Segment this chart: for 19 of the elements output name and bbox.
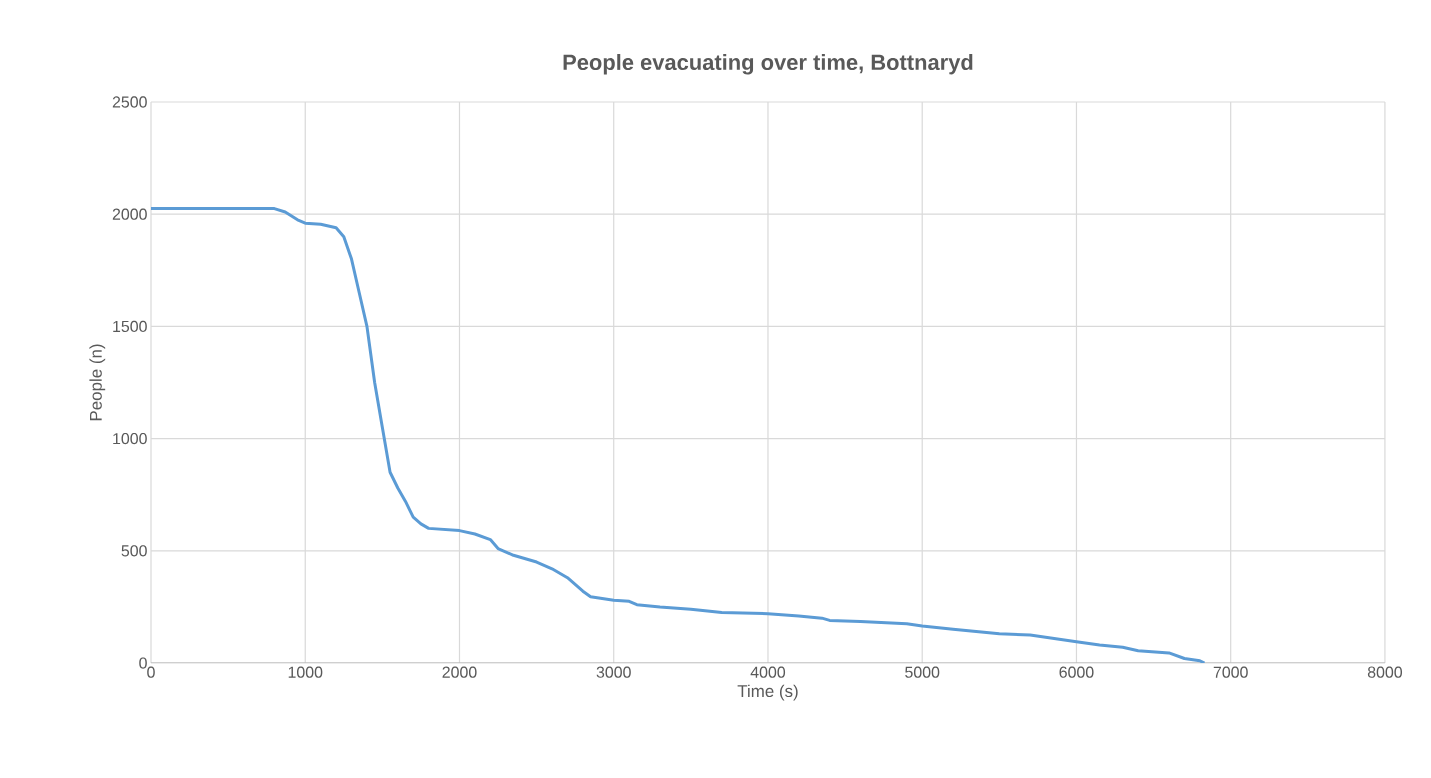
x-tick-label: 1000 <box>288 666 323 678</box>
y-tick-label: 2000 <box>112 208 147 220</box>
y-axis-title: People (n) <box>89 344 106 421</box>
x-tick-label: 6000 <box>1059 666 1094 678</box>
line-series <box>151 207 1206 664</box>
x-axis-title: Time (s) <box>737 684 798 701</box>
x-tick-label: 5000 <box>905 666 940 678</box>
y-tick-label: 2500 <box>112 96 147 108</box>
x-tick-label: 7000 <box>1213 666 1248 678</box>
chart-title: People evacuating over time, Bottnaryd <box>563 53 973 75</box>
y-tick-label: 500 <box>121 545 147 557</box>
x-tick-label: 0 <box>147 666 155 678</box>
x-tick-label: 4000 <box>750 666 786 678</box>
x-tick-label: 3000 <box>596 666 631 678</box>
y-tick-label: 0 <box>139 657 147 669</box>
x-tick-label: 2000 <box>442 666 477 678</box>
y-tick-label: 1000 <box>113 432 147 445</box>
x-tick-label: 8000 <box>1367 666 1403 678</box>
y-tick-label: 1500 <box>113 320 147 333</box>
